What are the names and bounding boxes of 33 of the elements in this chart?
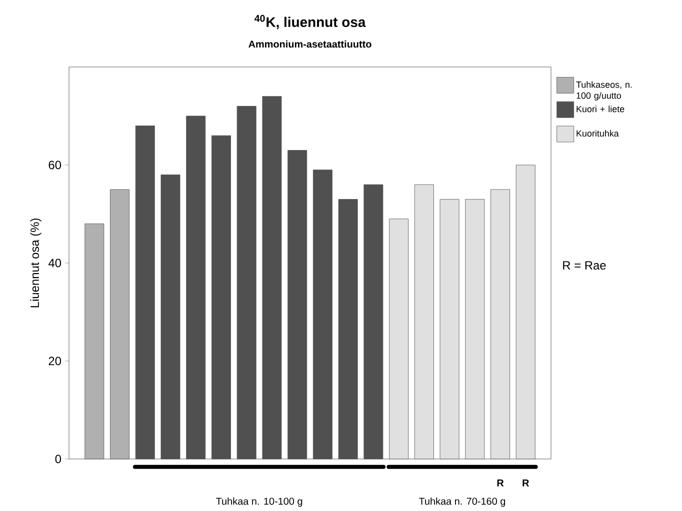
bar: [84, 224, 104, 460]
bar: [312, 170, 332, 460]
bar: [186, 116, 206, 460]
y-axis-title: Liuennut osa (%): [30, 218, 42, 308]
bar: [440, 199, 460, 460]
bar: [212, 135, 231, 460]
legend-label: Kuorituhka: [576, 130, 619, 137]
legend-label: Tuhkaseos, n. 100 g/uutto: [576, 81, 632, 101]
text: Tuhkaa n. 70-160 g: [418, 497, 506, 507]
text: R: [497, 480, 504, 486]
bar: [389, 218, 409, 460]
bar: [414, 184, 434, 460]
y-tick-label: 60: [48, 160, 62, 170]
y-tick-label: 0: [55, 454, 62, 464]
bar: [262, 96, 282, 460]
text: R: [522, 480, 530, 486]
chart-title: $^{40}$K, liuennut osa: [254, 14, 366, 30]
bar: [236, 106, 256, 460]
text: Tuhkaa n. 10-100 g: [216, 497, 302, 507]
y-tick-label: 20: [48, 356, 62, 366]
chart-subtitle: Ammonium-asetaattiuutto: [248, 40, 372, 48]
text: R = Rae: [563, 261, 606, 270]
y-tick-label: 40: [48, 258, 62, 268]
bar: [160, 174, 180, 460]
bar: [364, 184, 384, 460]
bar: [110, 189, 130, 460]
bar: [516, 164, 536, 460]
bar: [338, 199, 358, 460]
bar: [135, 126, 155, 460]
bar: [490, 189, 510, 460]
legend-label: Kuori + liete: [576, 106, 624, 112]
bar: [288, 150, 308, 460]
bar: [465, 199, 485, 460]
